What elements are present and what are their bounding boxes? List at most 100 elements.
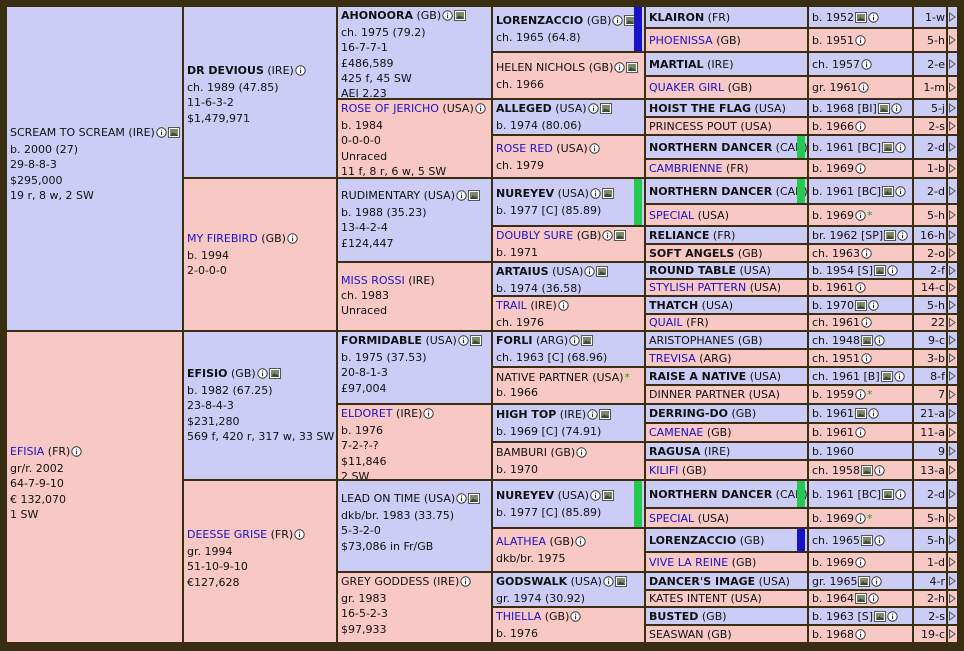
expand-arrow-cell[interactable]: [948, 100, 957, 116]
horse-name-link[interactable]: NUREYEV: [496, 187, 555, 200]
expand-arrow-icon[interactable]: [948, 7, 957, 27]
photo-icon[interactable]: [626, 62, 639, 77]
expand-arrow-cell[interactable]: [948, 29, 957, 51]
expand-arrow-cell[interactable]: [948, 350, 957, 366]
horse-name-link[interactable]: MY FIREBIRD: [187, 232, 258, 245]
info-icon[interactable]: [295, 65, 306, 80]
expand-arrow-icon[interactable]: [948, 297, 957, 313]
expand-arrow-icon[interactable]: [948, 405, 957, 422]
info-icon[interactable]: [887, 265, 898, 278]
expand-arrow-icon[interactable]: [948, 160, 957, 177]
photo-icon[interactable]: [596, 266, 609, 281]
info-icon[interactable]: [855, 513, 866, 527]
info-icon[interactable]: [887, 611, 898, 624]
info-icon[interactable]: [855, 163, 866, 177]
expand-arrow-cell[interactable]: [948, 461, 957, 479]
info-icon[interactable]: [612, 15, 624, 30]
expand-arrow-cell[interactable]: [948, 626, 957, 642]
horse-name-link[interactable]: LEAD ON TIME: [341, 492, 421, 505]
expand-arrow-cell[interactable]: [948, 424, 957, 441]
expand-arrow-cell[interactable]: [948, 608, 957, 624]
horse-name-link[interactable]: MARTIAL: [649, 58, 704, 71]
horse-name-link[interactable]: NORTHERN DANCER: [649, 141, 773, 154]
horse-name-link[interactable]: FORLI: [496, 334, 533, 347]
expand-arrow-icon[interactable]: [948, 350, 957, 366]
expand-arrow-cell[interactable]: [948, 280, 957, 295]
horse-name-link[interactable]: NORTHERN DANCER: [649, 185, 773, 198]
horse-name-link[interactable]: PHOENISSA: [649, 34, 713, 47]
horse-name-link[interactable]: TREVISA: [649, 352, 696, 365]
expand-arrow-cell[interactable]: [948, 53, 957, 75]
info-icon[interactable]: [587, 103, 599, 118]
info-icon[interactable]: [871, 576, 883, 589]
horse-name-link[interactable]: QUAKER GIRL: [649, 81, 725, 94]
expand-arrow-cell[interactable]: [948, 573, 957, 589]
info-icon[interactable]: [603, 576, 614, 591]
horse-name-link[interactable]: SPECIAL: [649, 209, 695, 222]
info-icon[interactable]: [460, 576, 471, 591]
expand-arrow-icon[interactable]: [948, 53, 957, 75]
photo-icon[interactable]: [882, 186, 895, 201]
info-icon[interactable]: [874, 335, 885, 348]
expand-arrow-icon[interactable]: [948, 118, 957, 134]
info-icon[interactable]: [558, 300, 569, 315]
expand-arrow-cell[interactable]: [948, 77, 957, 98]
horse-name-link[interactable]: RUDIMENTARY: [341, 189, 421, 202]
expand-arrow-icon[interactable]: [948, 509, 957, 527]
info-icon[interactable]: [874, 535, 885, 550]
info-icon[interactable]: [874, 465, 885, 479]
expand-arrow-cell[interactable]: [948, 205, 957, 225]
expand-arrow-icon[interactable]: [948, 77, 957, 98]
horse-name-link[interactable]: AHONOORA: [341, 9, 413, 22]
expand-arrow-icon[interactable]: [948, 608, 957, 624]
horse-name-link[interactable]: ROSE OF JERICHO: [341, 102, 439, 115]
info-icon[interactable]: [855, 210, 866, 225]
photo-icon[interactable]: [854, 12, 867, 27]
horse-name-link[interactable]: DANCER'S IMAGE: [649, 575, 756, 588]
info-icon[interactable]: [891, 103, 902, 116]
expand-arrow-cell[interactable]: [948, 481, 957, 507]
info-icon[interactable]: [855, 389, 866, 403]
info-icon[interactable]: [895, 489, 906, 504]
expand-arrow-icon[interactable]: [948, 315, 957, 330]
horse-name-link[interactable]: ARTAIUS: [496, 265, 549, 278]
horse-name-link[interactable]: SCREAM TO SCREAM: [10, 126, 125, 139]
info-icon[interactable]: [855, 629, 866, 642]
photo-icon[interactable]: [581, 335, 594, 350]
info-icon[interactable]: [71, 446, 83, 461]
expand-arrow-icon[interactable]: [948, 245, 957, 261]
photo-icon[interactable]: [599, 103, 612, 118]
horse-name-link[interactable]: NATIVE PARTNER: [496, 371, 589, 384]
expand-arrow-icon[interactable]: [948, 227, 957, 243]
info-icon[interactable]: [868, 300, 879, 313]
expand-arrow-cell[interactable]: [948, 136, 957, 158]
expand-arrow-icon[interactable]: [948, 332, 957, 348]
expand-arrow-icon[interactable]: [948, 591, 957, 606]
expand-arrow-icon[interactable]: [948, 263, 957, 278]
horse-name-link[interactable]: BUSTED: [649, 610, 699, 623]
expand-arrow-icon[interactable]: [948, 179, 957, 203]
horse-name-link[interactable]: ARISTOPHANES: [649, 334, 735, 347]
photo-icon[interactable]: [601, 490, 614, 505]
info-icon[interactable]: [893, 371, 905, 384]
expand-arrow-icon[interactable]: [948, 100, 957, 116]
expand-arrow-cell[interactable]: [948, 315, 957, 330]
horse-name-link[interactable]: HIGH TOP: [496, 408, 557, 421]
expand-arrow-cell[interactable]: [948, 297, 957, 313]
info-icon[interactable]: [287, 233, 298, 248]
photo-icon[interactable]: [601, 188, 614, 203]
expand-arrow-icon[interactable]: [948, 529, 957, 551]
info-icon[interactable]: [855, 427, 866, 441]
photo-icon[interactable]: [861, 335, 874, 348]
horse-name-link[interactable]: RAISE A NATIVE: [649, 370, 747, 383]
info-icon[interactable]: [855, 121, 866, 134]
info-icon[interactable]: [855, 557, 866, 571]
photo-icon[interactable]: [880, 371, 893, 384]
photo-icon[interactable]: [614, 576, 627, 591]
info-icon[interactable]: [861, 248, 872, 261]
info-icon[interactable]: [895, 142, 906, 157]
expand-arrow-icon[interactable]: [948, 461, 957, 479]
horse-name-link[interactable]: ELDORET: [341, 407, 393, 420]
info-icon[interactable]: [584, 266, 596, 281]
info-icon[interactable]: [423, 408, 435, 423]
